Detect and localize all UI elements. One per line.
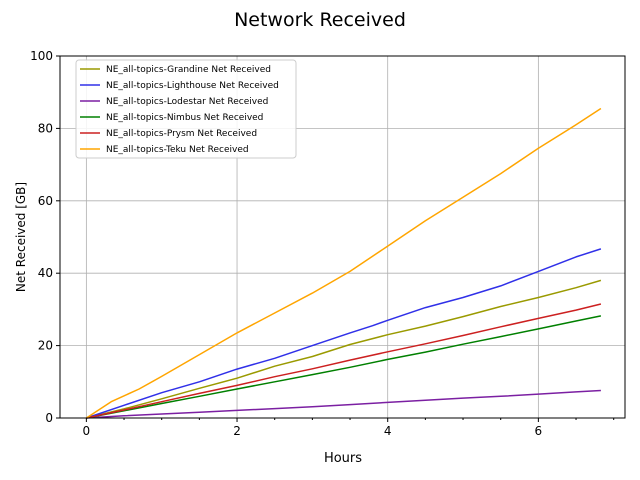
x-tick-label: 0 <box>83 424 91 438</box>
legend-label: NE_all-topics-Prysm Net Received <box>106 129 257 139</box>
series-line-0 <box>86 279 602 419</box>
legend-label: NE_all-topics-Lodestar Net Received <box>106 97 268 107</box>
series-line-3 <box>86 315 602 419</box>
series-group <box>85 107 602 419</box>
x-axis-label: Hours <box>324 451 362 466</box>
y-tick-label: 80 <box>38 121 53 135</box>
y-axis-label: Net Received [GB] <box>14 182 28 292</box>
x-tick-label: 4 <box>384 424 392 438</box>
plot-frame <box>59 55 626 419</box>
y-tick-label: 20 <box>38 339 53 353</box>
legend-label: NE_all-topics-Nimbus Net Received <box>106 113 263 123</box>
y-tick-label: 100 <box>30 49 53 63</box>
legend-label: NE_all-topics-Grandine Net Received <box>106 65 271 75</box>
series-line-4 <box>86 303 602 419</box>
x-tick-label: 2 <box>233 424 241 438</box>
series-line-1 <box>86 248 602 419</box>
chart-title: Network Received <box>234 9 406 31</box>
x-tick-label: 6 <box>535 424 543 438</box>
y-tick-label: 60 <box>38 194 53 208</box>
y-tick-label: 0 <box>45 411 53 425</box>
legend-label: NE_all-topics-Teku Net Received <box>106 145 249 155</box>
legend: NE_all-topics-Grandine Net Received NE_al… <box>75 59 297 159</box>
legend-box <box>75 59 297 159</box>
y-tick-label: 40 <box>38 266 53 280</box>
series-line-5 <box>85 107 602 419</box>
series-line-2 <box>86 389 601 419</box>
legend-label: NE_all-topics-Lighthouse Net Received <box>106 81 279 91</box>
